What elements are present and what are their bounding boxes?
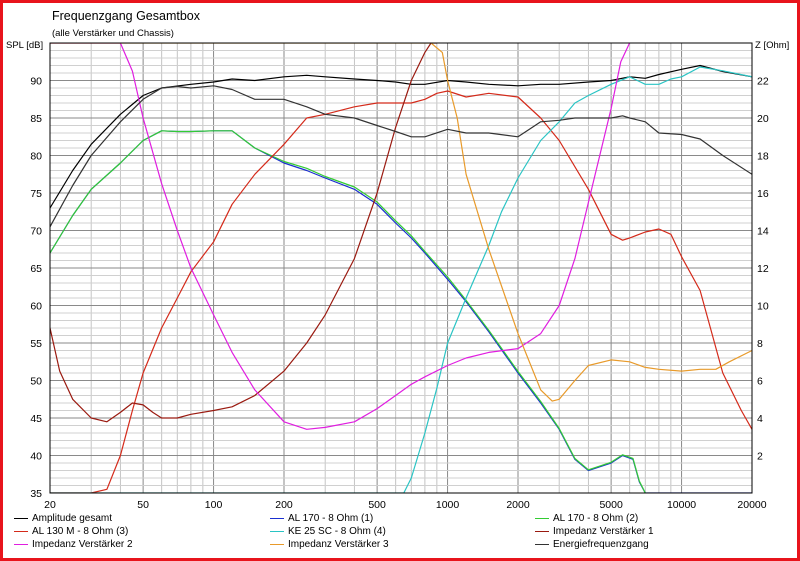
- series-line-3: [50, 130, 646, 493]
- series-line-6: [50, 43, 437, 423]
- legend-swatch: [535, 543, 549, 545]
- legend-item: Impedanz Verstärker 2: [14, 539, 133, 550]
- y2-tick-label: 16: [757, 188, 769, 200]
- plot-border: [49, 42, 753, 494]
- y-tick-label: 90: [30, 76, 42, 88]
- legend-item: Amplitude gesamt: [14, 513, 112, 524]
- y2-tick-label: 20: [757, 113, 769, 125]
- y2-tick-label: 14: [757, 226, 769, 238]
- series-line-4: [50, 90, 752, 493]
- legend-item: AL 170 - 8 Ohm (2): [535, 513, 638, 524]
- legend-swatch: [270, 517, 284, 519]
- legend-swatch: [535, 530, 549, 532]
- legend-label: AL 130 M - 8 Ohm (3): [32, 526, 129, 537]
- legend-swatch: [14, 543, 28, 545]
- legend-label: Amplitude gesamt: [32, 513, 113, 524]
- y-tick-label: 55: [30, 338, 42, 350]
- legend-item: Energiefrequenzgang: [535, 539, 649, 550]
- legend-label: KE 25 SC - 8 Ohm (4): [288, 526, 386, 537]
- y-tick-label: 65: [30, 263, 42, 275]
- x-tick-label: 500: [368, 499, 386, 511]
- y2-tick-label: 10: [757, 301, 769, 313]
- series-line-9: [50, 85, 752, 228]
- series-line-1: [50, 64, 752, 209]
- y-tick-label: 85: [30, 113, 42, 125]
- x-tick-label: 50: [137, 499, 149, 511]
- legend-label: Impedanz Verstärker 3: [288, 539, 389, 550]
- y-tick-label: 80: [30, 151, 42, 163]
- legend-swatch: [14, 530, 28, 532]
- y-axis-label: SPL [dB]: [6, 40, 43, 51]
- legend-label: AL 170 - 8 Ohm (1): [288, 513, 374, 524]
- series-line-8: [50, 43, 752, 402]
- y-tick-label: 40: [30, 451, 42, 463]
- y2-tick-label: 8: [757, 338, 763, 350]
- y-tick-label: 75: [30, 188, 42, 200]
- x-tick-label: 200: [275, 499, 293, 511]
- x-tick-label: 20000: [737, 499, 766, 511]
- y-tick-label: 70: [30, 226, 42, 238]
- y2-tick-label: 4: [757, 413, 763, 425]
- y2-axis-label: Z [Ohm]: [755, 40, 789, 51]
- legend-label: AL 170 - 8 Ohm (2): [553, 513, 639, 524]
- legend-item: KE 25 SC - 8 Ohm (4): [270, 526, 386, 537]
- x-tick-label: 100: [205, 499, 223, 511]
- series-line-7: [50, 43, 631, 430]
- x-tick-label: 20: [44, 499, 56, 511]
- y2-tick-label: 6: [757, 376, 763, 388]
- chart-title: Frequenzgang Gesamtbox: [52, 9, 201, 23]
- legend-item: AL 130 M - 8 Ohm (3): [14, 526, 128, 537]
- x-tick-label: 2000: [506, 499, 530, 511]
- series-line-5: [50, 66, 752, 493]
- legend-swatch: [270, 543, 284, 545]
- legend-item: Impedanz Verstärker 1: [535, 526, 654, 537]
- tick-labels: 20 50 100 200 500 1000 2000 5000 10000 20000 35 40 4…: [30, 76, 769, 512]
- legend-label: Impedanz Verstärker 1: [553, 526, 654, 537]
- y2-tick-label: 18: [757, 151, 769, 163]
- legend-swatch: [14, 517, 28, 519]
- series-lines: [50, 43, 752, 493]
- x-tick-label: 5000: [599, 499, 623, 511]
- legend-label: Energiefrequenzgang: [553, 539, 649, 550]
- legend-label: Impedanz Verstärker 2: [32, 539, 133, 550]
- chart-subtitle: (alle Verstärker und Chassis): [52, 28, 174, 39]
- y2-tick-label: 22: [757, 76, 769, 88]
- y-tick-label: 45: [30, 413, 42, 425]
- x-tick-label: 10000: [667, 499, 696, 511]
- legend-item: Impedanz Verstärker 3: [270, 539, 389, 550]
- legend-swatch: [270, 530, 284, 532]
- x-tick-label: 1000: [436, 499, 460, 511]
- y-tick-label: 35: [30, 488, 42, 500]
- y-tick-label: 50: [30, 376, 42, 388]
- y-tick-label: 60: [30, 301, 42, 313]
- y2-tick-label: 12: [757, 263, 769, 275]
- legend-swatch: [535, 517, 549, 519]
- y2-tick-label: 2: [757, 451, 763, 463]
- legend-item: AL 170 - 8 Ohm (1): [270, 513, 373, 524]
